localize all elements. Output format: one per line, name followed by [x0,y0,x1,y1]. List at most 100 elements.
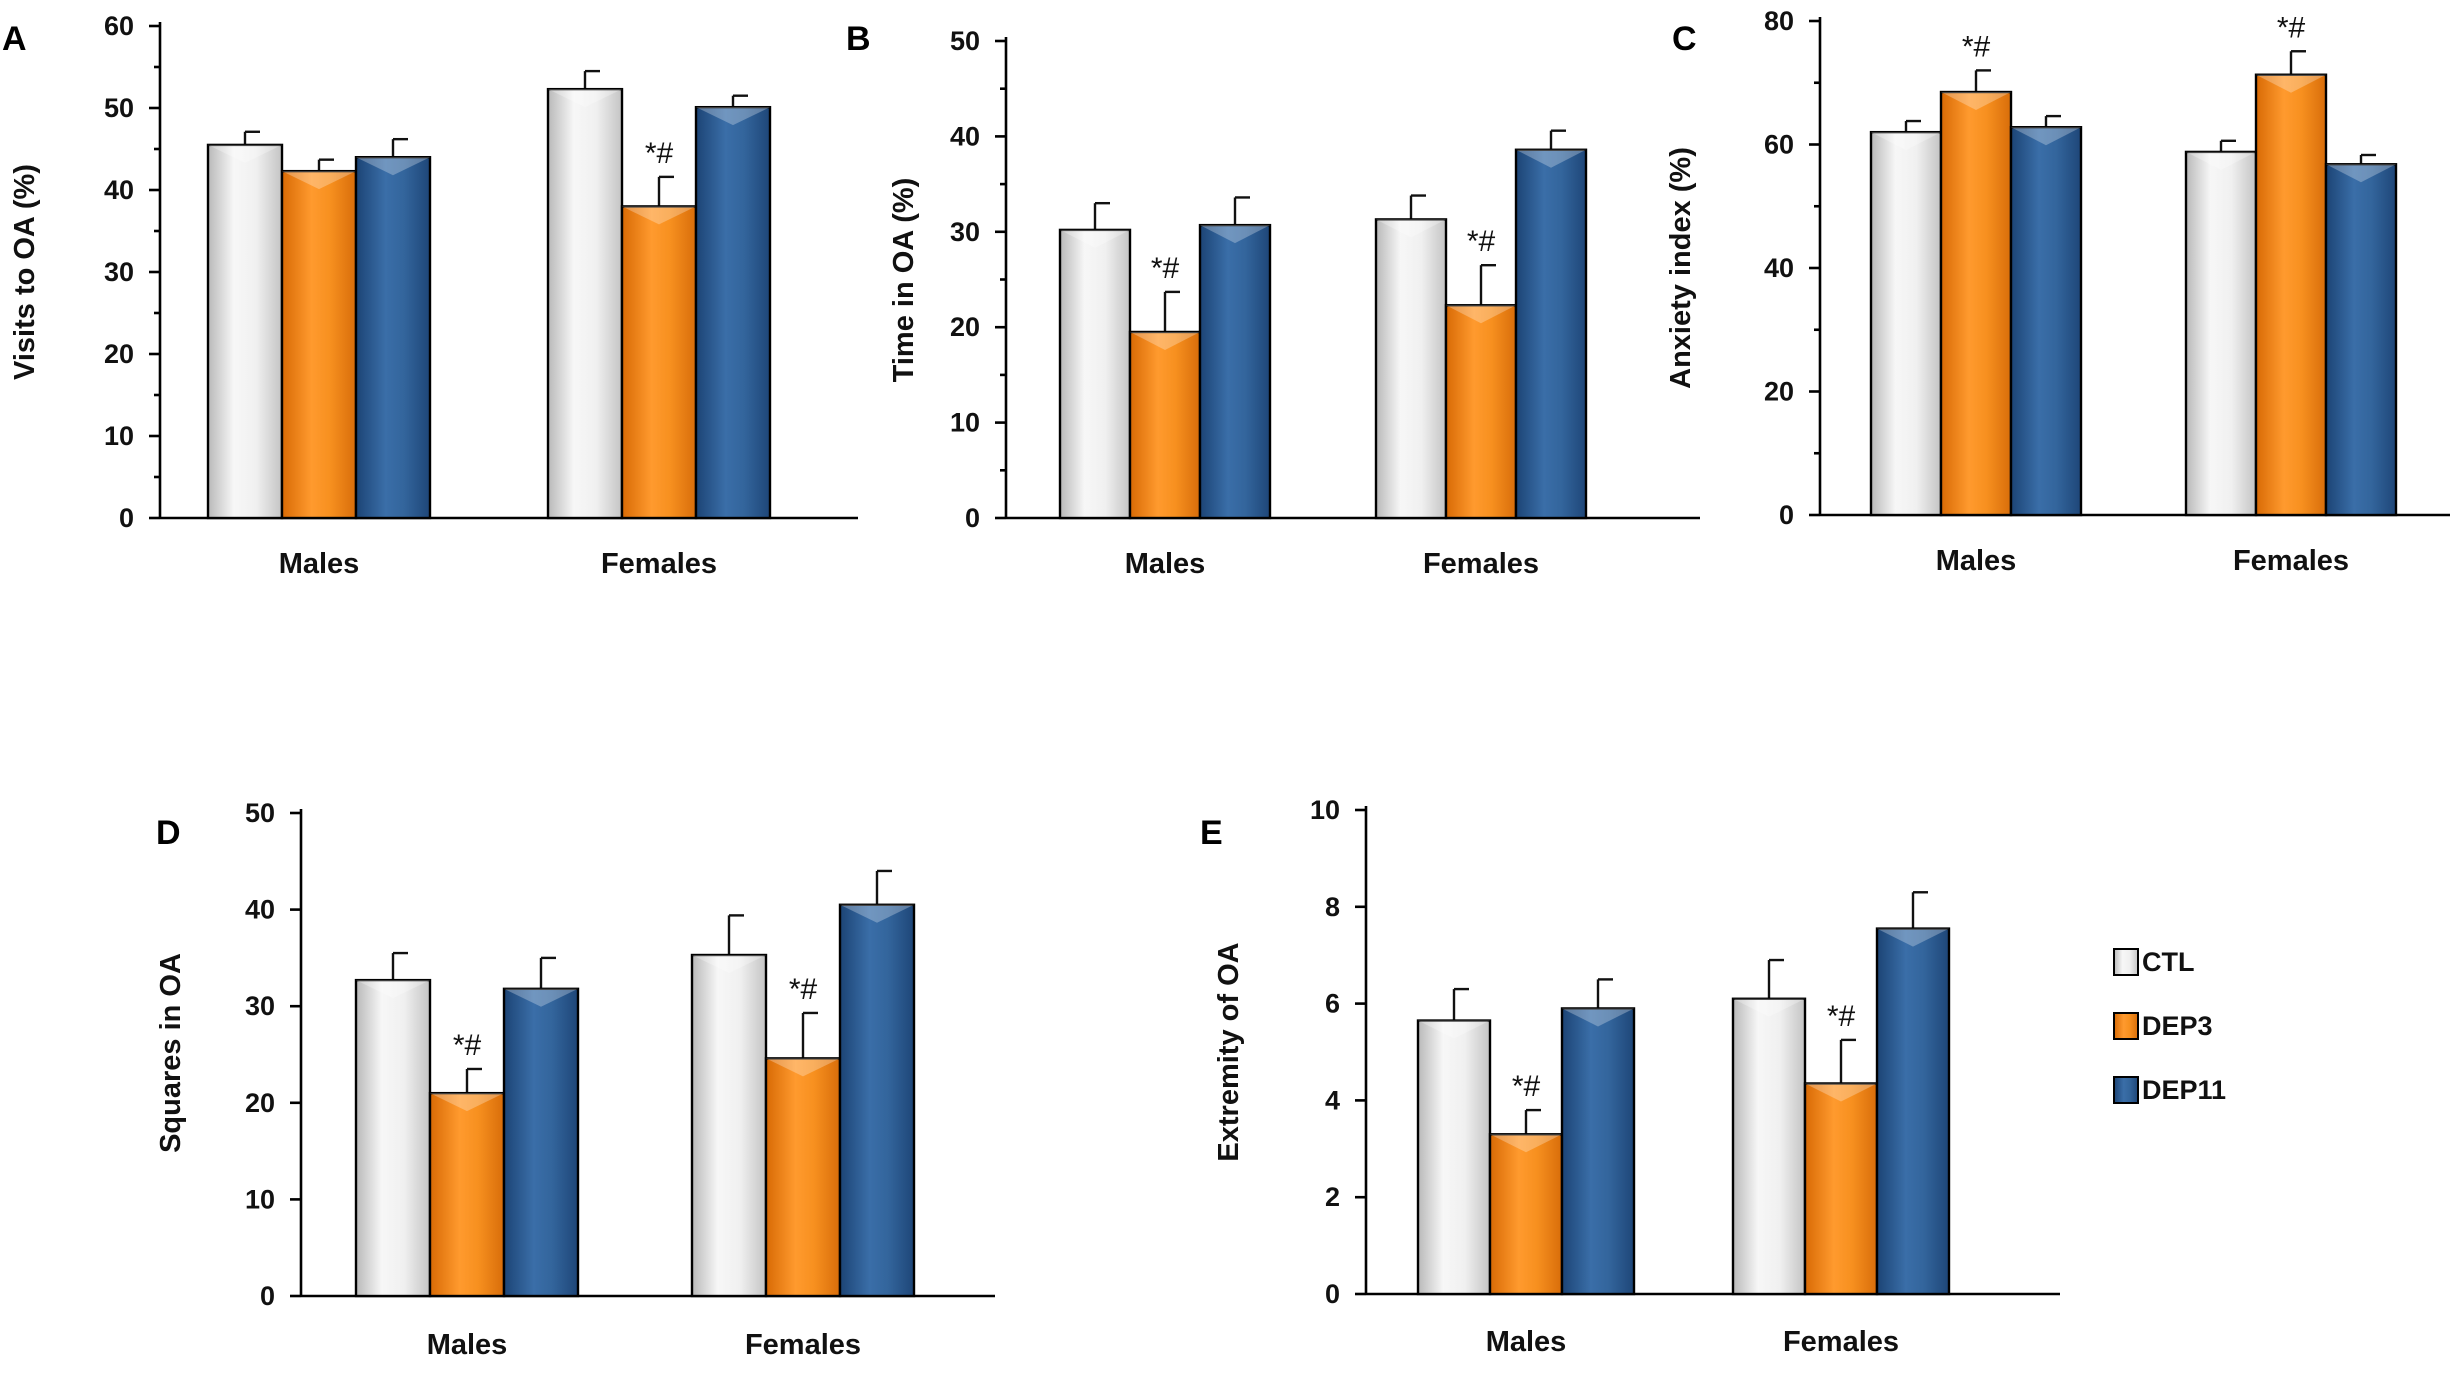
bar-dep11 [1875,927,1951,1296]
bar-dep11 [1560,1007,1636,1296]
y-tick-label: 20 [104,339,134,369]
y-tick-label: 0 [119,503,134,533]
bar-dep3 [1128,330,1202,520]
bar-bevel [1733,998,1805,1017]
panel-letter: C [1672,20,1697,58]
y-tick-label: 10 [245,1184,275,1214]
bar-dep11 [1514,148,1588,520]
chart-panel-D: D Squares in OA 0 10 20 30 40 50 Males Females *# *… [155,798,995,1361]
significance-marker: *# [2277,11,2306,44]
legend-label: DEP11 [2142,1075,2226,1105]
bar-dep11 [838,903,916,1298]
y-axis-label: Squares in OA [155,953,187,1153]
bar-bevel [208,144,282,163]
bar-bevel [1877,928,1949,947]
significance-marker: *# [453,1029,482,1062]
y-tick-label: 4 [1325,1085,1340,1115]
y-tick-label: 60 [1764,130,1794,160]
bar-dep3 [1488,1133,1564,1296]
y-tick-label: 40 [245,895,275,925]
y-axis-label: Visits to OA (%) [9,164,41,380]
bar-dep3 [1803,1082,1879,1296]
bar-dep11 [2324,163,2398,517]
bar-bevel [2011,127,2081,146]
bar-dep3 [1444,304,1518,520]
bar-bevel [2326,164,2396,183]
bar-dep11 [502,987,580,1298]
category-label: Females [601,548,717,580]
y-tick-label: 30 [245,991,275,1021]
bar-bevel [1805,1083,1877,1102]
chart-panel-C: C Anxiety index (%) 0 20 40 60 80 Males Females *… [1665,6,2450,577]
bar-bevel [622,206,696,225]
chart-panel-A: A Visits to OA (%) 0 10 20 30 40 50 60 Males Femal… [2,11,858,580]
bar-ctl [1731,997,1807,1296]
y-tick-label: 30 [950,217,980,247]
significance-marker: *# [645,137,674,170]
bar-bevel [356,980,430,999]
bar-bevel [548,89,622,108]
bar-ctl [1869,130,1943,517]
bar-bevel [696,107,770,126]
bar-dep3 [428,1091,506,1298]
bar-ctl [1374,218,1448,520]
significance-marker: *# [1512,1070,1541,1103]
significance-marker: *# [1827,1000,1856,1033]
bar-ctl [690,953,768,1298]
y-tick-label: 40 [104,175,134,205]
bar-bevel [1130,331,1200,350]
bar-bevel [2186,151,2256,170]
y-tick-label: 50 [104,93,134,123]
category-label: Males [1125,548,1206,580]
significance-marker: *# [789,973,818,1006]
y-tick-label: 60 [104,11,134,41]
y-tick-label: 0 [1325,1279,1340,1309]
bar-dep3 [2254,73,2328,517]
bar-bevel [1562,1008,1634,1027]
bar-bevel [1941,92,2011,111]
significance-marker: *# [1467,225,1496,258]
y-tick-label: 30 [104,257,134,287]
legend-swatch-dep3 [2113,1012,2139,1040]
bar-bevel [1376,219,1446,238]
category-label: Females [1423,548,1539,580]
y-tick-label: 40 [950,121,980,151]
bar-dep3 [280,169,358,520]
y-tick-label: 10 [950,408,980,438]
bar-dep11 [354,155,432,520]
bar-bevel [692,955,766,974]
category-label: Males [1936,545,2017,577]
bar-bevel [2256,74,2326,93]
panel-letter: A [2,20,27,58]
y-tick-label: 2 [1325,1182,1340,1212]
bar-dep3 [764,1057,842,1298]
y-tick-label: 0 [1779,500,1794,530]
bar-bevel [1871,132,1941,151]
bar-bevel [1490,1134,1562,1153]
y-tick-label: 40 [1764,253,1794,283]
category-label: Males [279,548,360,580]
bar-bevel [430,1093,504,1112]
y-tick-label: 50 [950,26,980,56]
panel-letter: D [156,814,181,852]
y-axis-label: Anxiety index (%) [1665,147,1697,389]
panel-letter: E [1200,814,1223,852]
y-tick-label: 20 [245,1088,275,1118]
bar-bevel [1446,305,1516,324]
chart-panel-E: E Extremity of OA 0 2 4 6 8 10 Males Females *# *# [1200,795,2060,1358]
category-label: Males [427,1329,508,1361]
bar-bevel [1060,229,1130,248]
bar-bevel [1200,225,1270,244]
y-axis-label: Extremity of OA [1213,942,1245,1161]
y-tick-label: 0 [965,503,980,533]
bar-bevel [282,171,356,190]
bar-bevel [504,988,578,1007]
y-tick-label: 6 [1325,989,1340,1019]
y-tick-label: 20 [950,312,980,342]
bar-ctl [354,978,432,1298]
y-tick-label: 80 [1764,6,1794,36]
significance-marker: *# [1151,252,1180,285]
bar-ctl [206,143,284,520]
y-tick-label: 20 [1764,377,1794,407]
bar-ctl [546,87,624,520]
